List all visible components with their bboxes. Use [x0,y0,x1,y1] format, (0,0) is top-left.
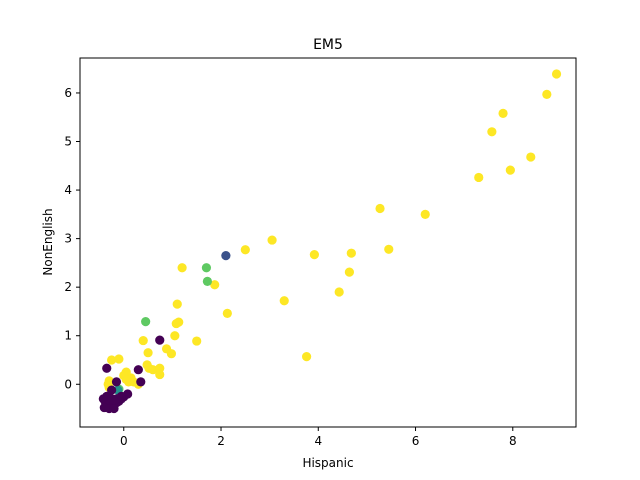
chart-title: EM5 [313,37,343,53]
data-point-0-17 [302,352,312,362]
data-point-0-25 [192,336,202,346]
data-point-0-3 [487,127,497,137]
data-point-0-14 [344,267,354,277]
data-point-0-18 [177,263,187,273]
data-point-0-28 [166,349,177,359]
data-point-0-23 [171,318,181,329]
data-point-4-16 [109,403,119,414]
data-point-0-46 [121,374,131,385]
data-point-4-3 [136,377,146,387]
y-tick-label: 3 [64,232,72,246]
data-point-4-21 [116,391,126,402]
data-point-3-0 [221,251,231,261]
x-tick-label: 0 [120,434,128,448]
data-point-0-4 [526,152,536,162]
x-axis-label: Hispanic [302,456,353,470]
data-point-1-2 [141,317,151,327]
data-point-4-4 [111,377,122,387]
points-layer [98,69,562,414]
x-tick-label: 8 [509,434,517,448]
data-point-0-12 [346,248,356,258]
data-point-0-2 [498,108,508,118]
data-point-0-24 [170,331,180,341]
data-point-0-15 [334,287,344,297]
x-axis: 0 2 4 6 8 [120,427,517,448]
data-point-0-9 [267,235,277,245]
data-point-0-41 [155,369,165,380]
y-tick-label: 6 [64,86,72,100]
data-point-0-8 [420,209,430,219]
x-tick-label: 6 [412,434,420,448]
data-point-0-40 [155,363,165,373]
data-point-0-31 [114,354,124,364]
data-point-0-13 [384,244,394,254]
data-point-4-2 [133,365,143,375]
data-point-0-11 [309,250,319,260]
data-point-0-7 [375,203,385,214]
data-point-0-30 [107,355,117,365]
data-point-0-20 [222,308,232,318]
data-point-0-29 [143,348,153,358]
data-point-0-0 [551,69,562,79]
data-point-0-10 [240,245,250,255]
data-point-1-1 [202,276,212,286]
y-tick-label: 4 [64,183,72,197]
data-point-0-19 [210,280,220,290]
data-point-0-6 [474,172,484,183]
plot-frame [79,57,577,428]
data-point-0-1 [542,89,552,100]
x-tick-label: 4 [314,434,322,448]
data-point-0-26 [138,335,148,346]
y-axis-label: NonEnglish [41,208,55,275]
data-point-1-0 [201,263,212,273]
y-tick-label: 5 [64,135,72,149]
data-point-0-16 [279,296,289,306]
data-point-0-5 [505,165,515,175]
y-axis: 0 1 2 3 4 5 6 [64,86,80,391]
data-point-0-21 [172,299,182,309]
y-tick-label: 0 [64,377,72,391]
x-tick-label: 2 [217,434,225,448]
data-point-4-5 [107,385,117,395]
data-point-4-1 [102,363,112,373]
data-point-4-0 [155,335,165,345]
y-tick-label: 1 [64,329,72,343]
y-tick-label: 2 [64,280,72,294]
